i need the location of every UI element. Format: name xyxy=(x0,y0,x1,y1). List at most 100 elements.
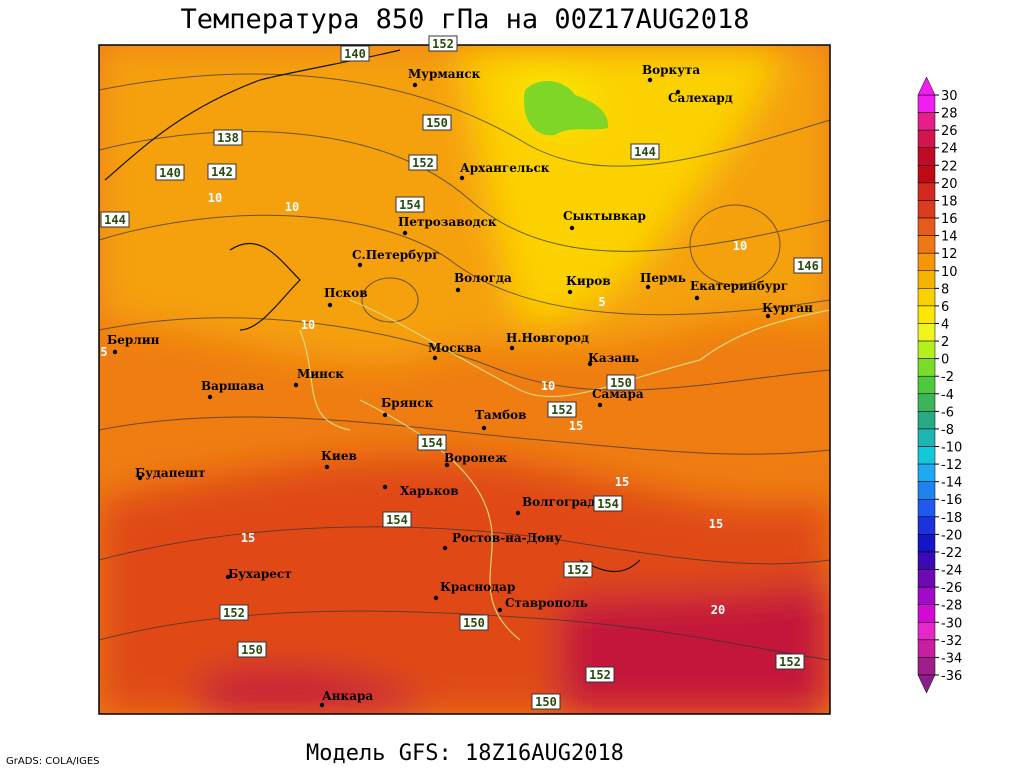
temp-label: 15 xyxy=(615,475,629,489)
city-dot xyxy=(319,702,325,708)
city-dot xyxy=(137,475,143,481)
temp-label: 10 xyxy=(301,318,315,332)
temp-label: 5 xyxy=(100,345,107,359)
colorbar-band xyxy=(917,94,936,113)
city-dot xyxy=(597,402,603,408)
city-dot xyxy=(357,262,363,268)
height-label: 150 xyxy=(241,643,263,657)
city-label: Киров xyxy=(566,274,611,288)
colorbar-label: 14 xyxy=(941,230,958,245)
colorbar-label: -28 xyxy=(941,599,962,614)
city-dot xyxy=(675,89,681,95)
temp-label: 20 xyxy=(711,603,725,617)
city-label: Москва xyxy=(428,341,482,355)
city-label: Казань xyxy=(588,351,639,365)
city-dot xyxy=(509,345,515,351)
height-label-box xyxy=(155,164,185,181)
map-frame xyxy=(98,44,831,715)
height-label-box xyxy=(340,45,370,62)
colorbar-label: -18 xyxy=(941,511,962,526)
city-dot xyxy=(497,607,503,613)
city-label: Бухарест xyxy=(228,567,292,581)
temp-label: 15 xyxy=(709,517,723,531)
city-dot xyxy=(382,412,388,418)
colorbar-band xyxy=(917,252,936,272)
colorbar-label: -36 xyxy=(941,669,962,684)
city-dot xyxy=(645,284,651,290)
city-label: Анкара xyxy=(322,689,373,703)
city-label: Петрозаводск xyxy=(398,215,497,229)
city-label: Курган xyxy=(762,301,813,315)
height-label: 154 xyxy=(399,198,421,212)
colorbar-band xyxy=(917,112,936,131)
colorbar-band xyxy=(917,393,936,412)
height-label-box xyxy=(606,374,636,391)
colorbar-bottom xyxy=(917,674,936,694)
city-dot xyxy=(647,77,653,83)
colorbar-label: -34 xyxy=(941,651,962,666)
city-dot xyxy=(293,382,299,388)
colorbar-band xyxy=(917,305,936,324)
city-dot xyxy=(433,595,439,601)
colorbar-band xyxy=(917,463,936,482)
colorbar-label: 10 xyxy=(941,265,958,280)
city-label: Харьков xyxy=(400,484,459,498)
model: Модель GFS: 18Z16AUG2018 xyxy=(306,741,624,766)
colorbar-band xyxy=(917,165,936,184)
city-label: Ростов-на-Дону xyxy=(452,531,562,545)
colorbar-band xyxy=(917,586,936,605)
height-label-box xyxy=(547,401,577,418)
city-label: Вологда xyxy=(454,271,512,285)
city-dot xyxy=(481,425,487,431)
colorbar-band xyxy=(917,657,936,676)
height-label-box xyxy=(593,495,623,512)
city-label: С.Петербург xyxy=(352,248,440,262)
height-label: 152 xyxy=(412,156,434,170)
height-label-box xyxy=(207,163,237,180)
colorbar-band xyxy=(917,446,936,465)
height-label-box xyxy=(630,143,660,160)
colorbar-band xyxy=(917,200,936,219)
height-label-box xyxy=(417,434,447,451)
height-label-box xyxy=(213,129,243,146)
city-dot xyxy=(412,82,418,88)
colorbar-band xyxy=(917,217,936,236)
colorbar-label: -20 xyxy=(941,528,962,543)
city-label: Сыктывкар xyxy=(563,209,646,223)
colorbar-band xyxy=(917,270,936,289)
height-label-box xyxy=(395,196,425,213)
city-label: Салехард xyxy=(668,91,733,105)
height-label: 150 xyxy=(535,695,557,709)
colorbar-band xyxy=(917,639,936,658)
colorbar-label: 16 xyxy=(941,212,958,227)
colorbar-band xyxy=(917,358,936,377)
colorbar-label: -4 xyxy=(941,388,954,403)
height-label: 154 xyxy=(421,436,443,450)
height-label: 152 xyxy=(551,403,573,417)
colorbar-band xyxy=(917,551,936,570)
city-label: Воркута xyxy=(642,63,700,77)
city-label: Пермь xyxy=(640,271,686,285)
city-dot xyxy=(455,287,461,293)
city-label: Краснодар xyxy=(440,580,515,594)
colorbar-band xyxy=(917,569,936,588)
height-label: 150 xyxy=(610,376,632,390)
colorbar-label: 12 xyxy=(941,247,958,262)
temp-label: 15 xyxy=(569,419,583,433)
height-label: 152 xyxy=(432,37,454,51)
city-dot xyxy=(442,545,448,551)
height-label: 152 xyxy=(223,606,245,620)
height-label: 144 xyxy=(634,145,656,159)
height-label-box xyxy=(775,653,805,670)
colorbar-band xyxy=(917,411,936,430)
height-label-box xyxy=(459,614,489,631)
colorbar-band xyxy=(917,182,936,201)
city-dot xyxy=(694,295,700,301)
city-label: Минск xyxy=(297,367,344,381)
temp-label: 10 xyxy=(285,200,299,214)
colorbar-top xyxy=(917,76,936,96)
colorbar-label: 26 xyxy=(941,124,958,139)
height-label: 144 xyxy=(104,213,126,227)
colorbar-band xyxy=(917,323,936,342)
